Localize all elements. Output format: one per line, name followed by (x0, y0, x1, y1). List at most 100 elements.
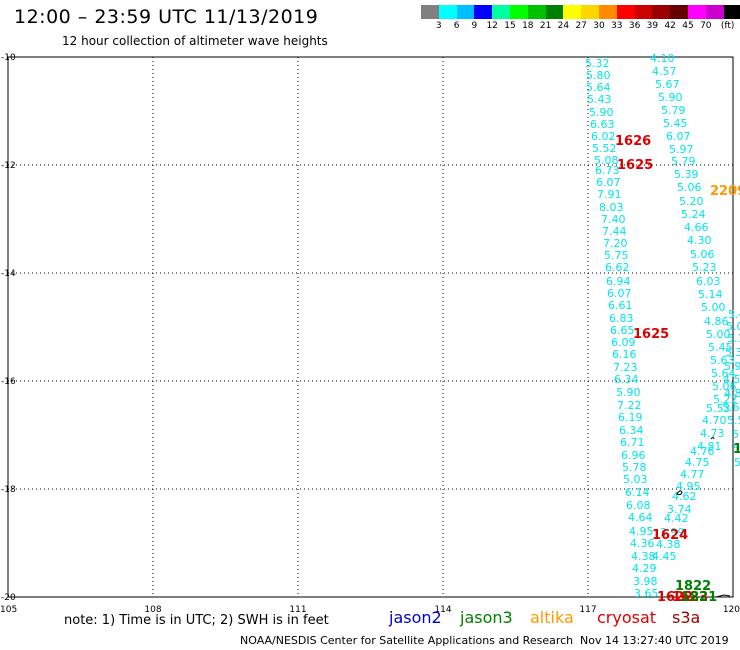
lat-tick-label: -10 (1, 53, 16, 63)
wave-height-label: 6.08 (626, 499, 651, 512)
legend-labels: 3 6 9 12 15 18 21 24 27 30 33 36 39 42 45 70 (ft) (421, 19, 740, 33)
lon-tick-label: 105 (0, 605, 17, 615)
wave-height-label: 4.64 (628, 511, 653, 524)
wave-height-label: 6.73 (595, 164, 620, 177)
wave-height-label: 5.5 (727, 414, 740, 427)
pass-time-label: 1625 (617, 158, 653, 173)
wave-height-label: 5.90 (589, 106, 614, 119)
legend-label: 70 (700, 21, 712, 31)
wave-height-label: 4.95 (676, 480, 701, 493)
lat-tick-label: -16 (1, 377, 16, 387)
credit-text: NOAA/NESDIS Center for Satellite Applica… (240, 634, 574, 647)
wave-height-label: 5.79 (661, 104, 686, 117)
map-frame (7, 56, 734, 598)
wave-height-label: 7.40 (601, 213, 626, 226)
wave-height-label: 4.8 (724, 387, 740, 400)
wave-height-label: 5.80 (586, 69, 611, 82)
pass-time-label: 1623 (672, 590, 708, 605)
wave-height-label: 5.8 (733, 442, 740, 455)
legend-label: 27 (575, 21, 587, 31)
wave-height-label: 5.53 (706, 402, 731, 415)
wave-height-label: 7.91 (597, 188, 622, 201)
legend-label: 24 (557, 21, 570, 31)
wave-height-label: 4.42 (664, 512, 689, 525)
wave-height-label: 4.36 (630, 537, 655, 550)
wave-height-label: 4.10 (650, 52, 675, 65)
legend-label: 45 (682, 21, 694, 31)
legend-swatch (421, 5, 439, 19)
satellite-legend-jason2: jason2 (389, 608, 442, 627)
legend-label: 30 (593, 21, 605, 31)
lon-tick-label: 108 (144, 605, 161, 615)
satellite-legend-s3a: s3a (672, 608, 701, 627)
wave-height-label: 6.07 (666, 130, 691, 143)
wave-height-label: 5.03 (623, 473, 648, 486)
lon-tick-label: 114 (434, 605, 451, 615)
wave-height-label: 4.38 (631, 550, 656, 563)
wave-height-label: 4.29 (632, 562, 657, 575)
pass-time-label: 1624 (652, 528, 688, 543)
lat-tick-label: -18 (1, 485, 16, 495)
pass-time-label: 1625 (633, 327, 669, 342)
legend-unit: (ft) (720, 21, 735, 31)
pass-time-label: 1822 (675, 579, 711, 594)
pass-time-label: 1626 (615, 134, 651, 149)
wave-height-label: 5.0 (734, 456, 740, 469)
legend-swatch (581, 5, 599, 19)
wave-height-label: 4.66 (684, 221, 709, 234)
legend-swatch (634, 5, 653, 19)
wave-height-label: 6.61 (608, 299, 633, 312)
wave-height-label: 3.74 (667, 503, 692, 516)
wave-height-label: 6.63 (590, 118, 615, 131)
legend-label: 9 (471, 21, 478, 31)
page-title: 12:00 – 23:59 UTC 11/13/2019 (14, 6, 319, 28)
wave-height-label: 6.14 (625, 486, 650, 499)
wave-height-label: 5.90 (616, 386, 641, 399)
wave-height-label: 5.06 (677, 181, 702, 194)
legend-swatch (563, 5, 582, 19)
legend-swatch (723, 5, 740, 19)
lon-tick-label: 111 (289, 605, 306, 615)
wave-height-label: 8.03 (599, 201, 624, 214)
legend-label: 12 (486, 21, 498, 31)
wave-height-label: 5.6 (722, 401, 740, 414)
wave-height-label: 6.09 (611, 336, 636, 349)
wave-height-label: 6.19 (618, 411, 643, 424)
wave-height-label: 7.23 (613, 361, 638, 374)
legend-swatch (687, 5, 706, 19)
wave-height-label: 7.44 (602, 225, 627, 238)
wave-height-label: 6.34 (614, 373, 639, 386)
wave-height-label: 5.67 (655, 78, 680, 91)
satellite-legend-cryosat: cryosat (597, 608, 657, 627)
wave-height-label: 5.2 (732, 428, 740, 441)
wave-height-label: 4.30 (687, 234, 712, 247)
wave-height-label: 5.1 (727, 332, 740, 345)
legend-swatches (421, 5, 740, 19)
satellite-legend-altika: altika (530, 608, 574, 627)
legend-swatch (438, 5, 457, 19)
wave-height-label: 4.95 (629, 525, 654, 538)
wave-height-label: 5.43 (587, 93, 612, 106)
wave-height-label: 3.98 (633, 575, 658, 588)
legend-swatch (509, 5, 528, 19)
wave-height-label: 6.03 (696, 275, 721, 288)
legend-label: 15 (504, 21, 516, 31)
wave-height-label: 4.38 (656, 538, 681, 551)
wave-height-label: 4.77 (680, 468, 705, 481)
wave-height-label: 5.52 (592, 142, 617, 155)
wave-height-label: 6.07 (596, 176, 621, 189)
wave-height-label: 5.00 (701, 301, 726, 314)
wave-height-label: 5.23 (692, 261, 717, 274)
wave-height-label: 4.76 (690, 445, 715, 458)
wave-height-label: 5.22 (713, 393, 738, 406)
wave-height-label: 4.62 (672, 490, 697, 503)
lat-tick-label: -14 (1, 269, 16, 279)
legend-swatch (705, 5, 724, 19)
wave-height-label: 6.65 (610, 324, 635, 337)
legend-swatch (670, 5, 688, 19)
legend-swatch (616, 5, 635, 19)
pass-time-label: 1 (733, 442, 740, 457)
legend-label: 6 (453, 21, 460, 31)
wave-height-label: 5.75 (604, 249, 629, 262)
